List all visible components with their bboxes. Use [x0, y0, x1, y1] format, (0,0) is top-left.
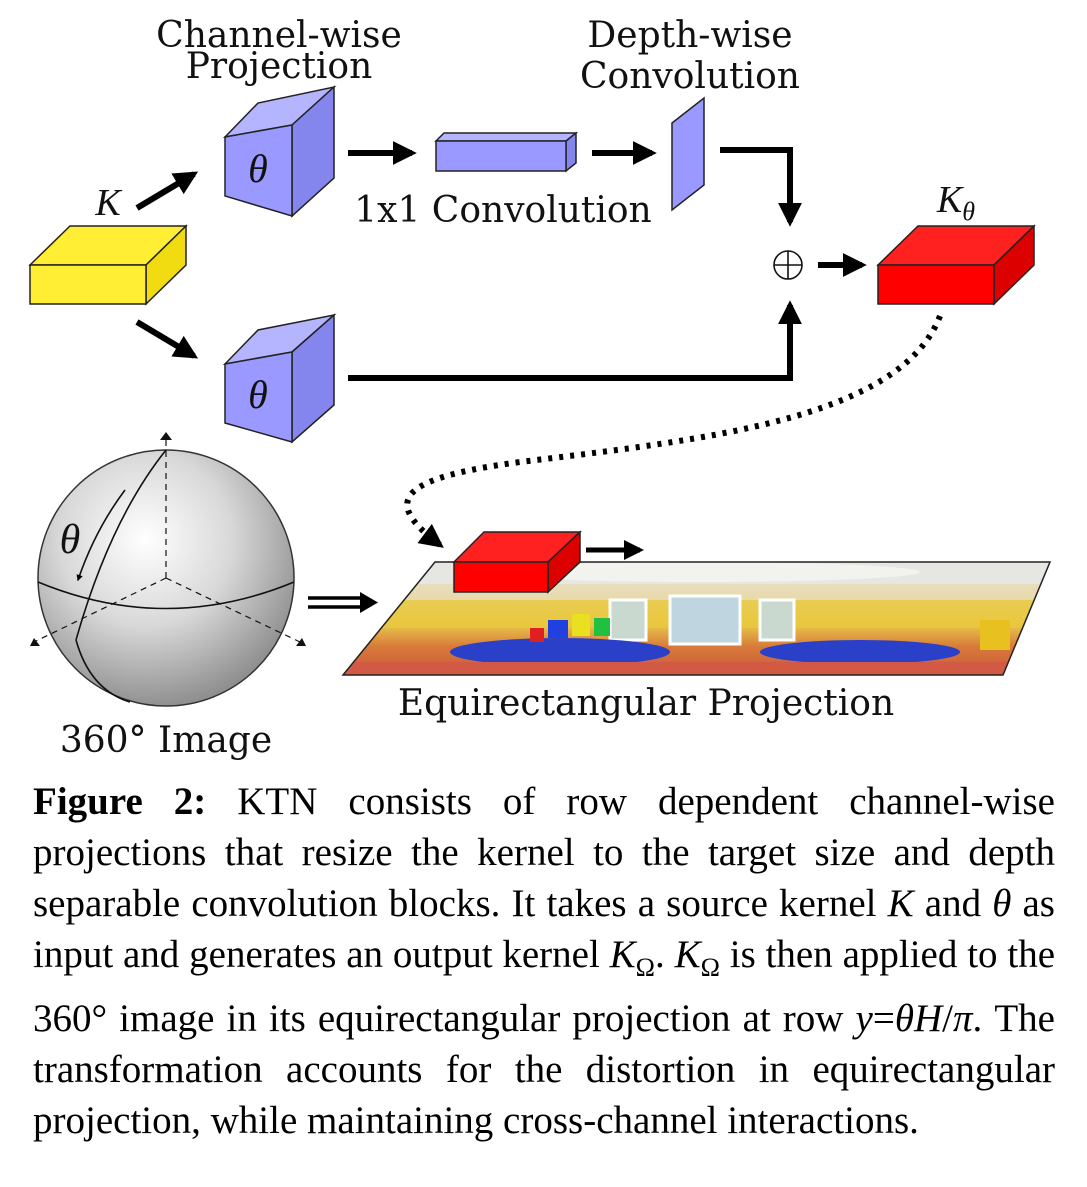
upper-theta-label: θ [248, 146, 268, 191]
arrow-k-to-lower-projection [135, 319, 199, 359]
figure-caption: Figure 2: KTN consists of row dependent … [33, 776, 1055, 1146]
channel-wise-label-line1: Channel-wise [156, 15, 402, 56]
caption-segment: = [872, 996, 895, 1040]
equirectangular-image [343, 562, 1050, 675]
dotted-arrow-to-panorama [404, 314, 943, 548]
caption-segment: . [654, 933, 675, 976]
caption-segment: θH [894, 996, 943, 1040]
upper-channel-projection-block [222, 85, 337, 218]
arrow-lower-projection-to-sum [348, 300, 802, 381]
caption-segment: K [887, 882, 914, 925]
panorama-kernel-block [452, 530, 582, 594]
figure-label: Figure 2: [33, 780, 207, 823]
caption-segment: is then applied to the 360° image in its… [33, 933, 1056, 1040]
sphere-360 [30, 432, 306, 707]
source-kernel-label: K [94, 182, 122, 224]
source-kernel-block [28, 224, 188, 306]
caption-segment: / [942, 996, 953, 1040]
caption-segment: . The transformation accounts for the di… [33, 996, 1055, 1142]
caption-segment: π [953, 996, 973, 1040]
arrow-depthwise-to-sum [720, 147, 802, 227]
lower-theta-label: θ [248, 372, 268, 417]
depth-wise-label-line1: Depth-wise [587, 15, 792, 56]
image-360-label: 360° Image [60, 720, 272, 761]
caption-segment: as input and generates an output kernel [33, 882, 1055, 976]
caption-segment: and [913, 882, 993, 925]
depth-wise-label-line2: Convolution [580, 56, 800, 97]
conv-1x1-block [434, 131, 579, 173]
depthwise-conv-block [671, 96, 705, 212]
ktn-diagram: Channel-wise Projection Depth-wise Convo… [28, 15, 1052, 761]
output-kernel-label: Kθ [936, 179, 975, 226]
caption-segment: Ω [700, 952, 720, 982]
caption-segment: Ω [635, 952, 655, 982]
arrow-k-to-upper-projection [135, 171, 199, 211]
double-arrow-to-panorama [308, 592, 378, 613]
caption-text: KTN consists of row dependent channel-wi… [33, 780, 1055, 1142]
sphere-theta-label: θ [60, 517, 81, 563]
channel-wise-label-line2: Projection [186, 46, 373, 87]
output-kernel-block [876, 224, 1036, 306]
caption-segment: K [674, 933, 701, 976]
conv-1x1-label: 1x1 Convolution [354, 190, 652, 231]
lower-channel-projection-block [222, 313, 337, 444]
sum-operator [773, 250, 803, 280]
caption-segment: K [609, 933, 636, 976]
equirect-label: Equirectangular Projection [398, 683, 894, 724]
caption-segment: KTN consists of row dependent channel-wi… [33, 780, 1055, 925]
caption-segment: y [855, 996, 873, 1040]
equirectangular-outline [341, 561, 1052, 676]
caption-segment: θ [992, 882, 1012, 925]
